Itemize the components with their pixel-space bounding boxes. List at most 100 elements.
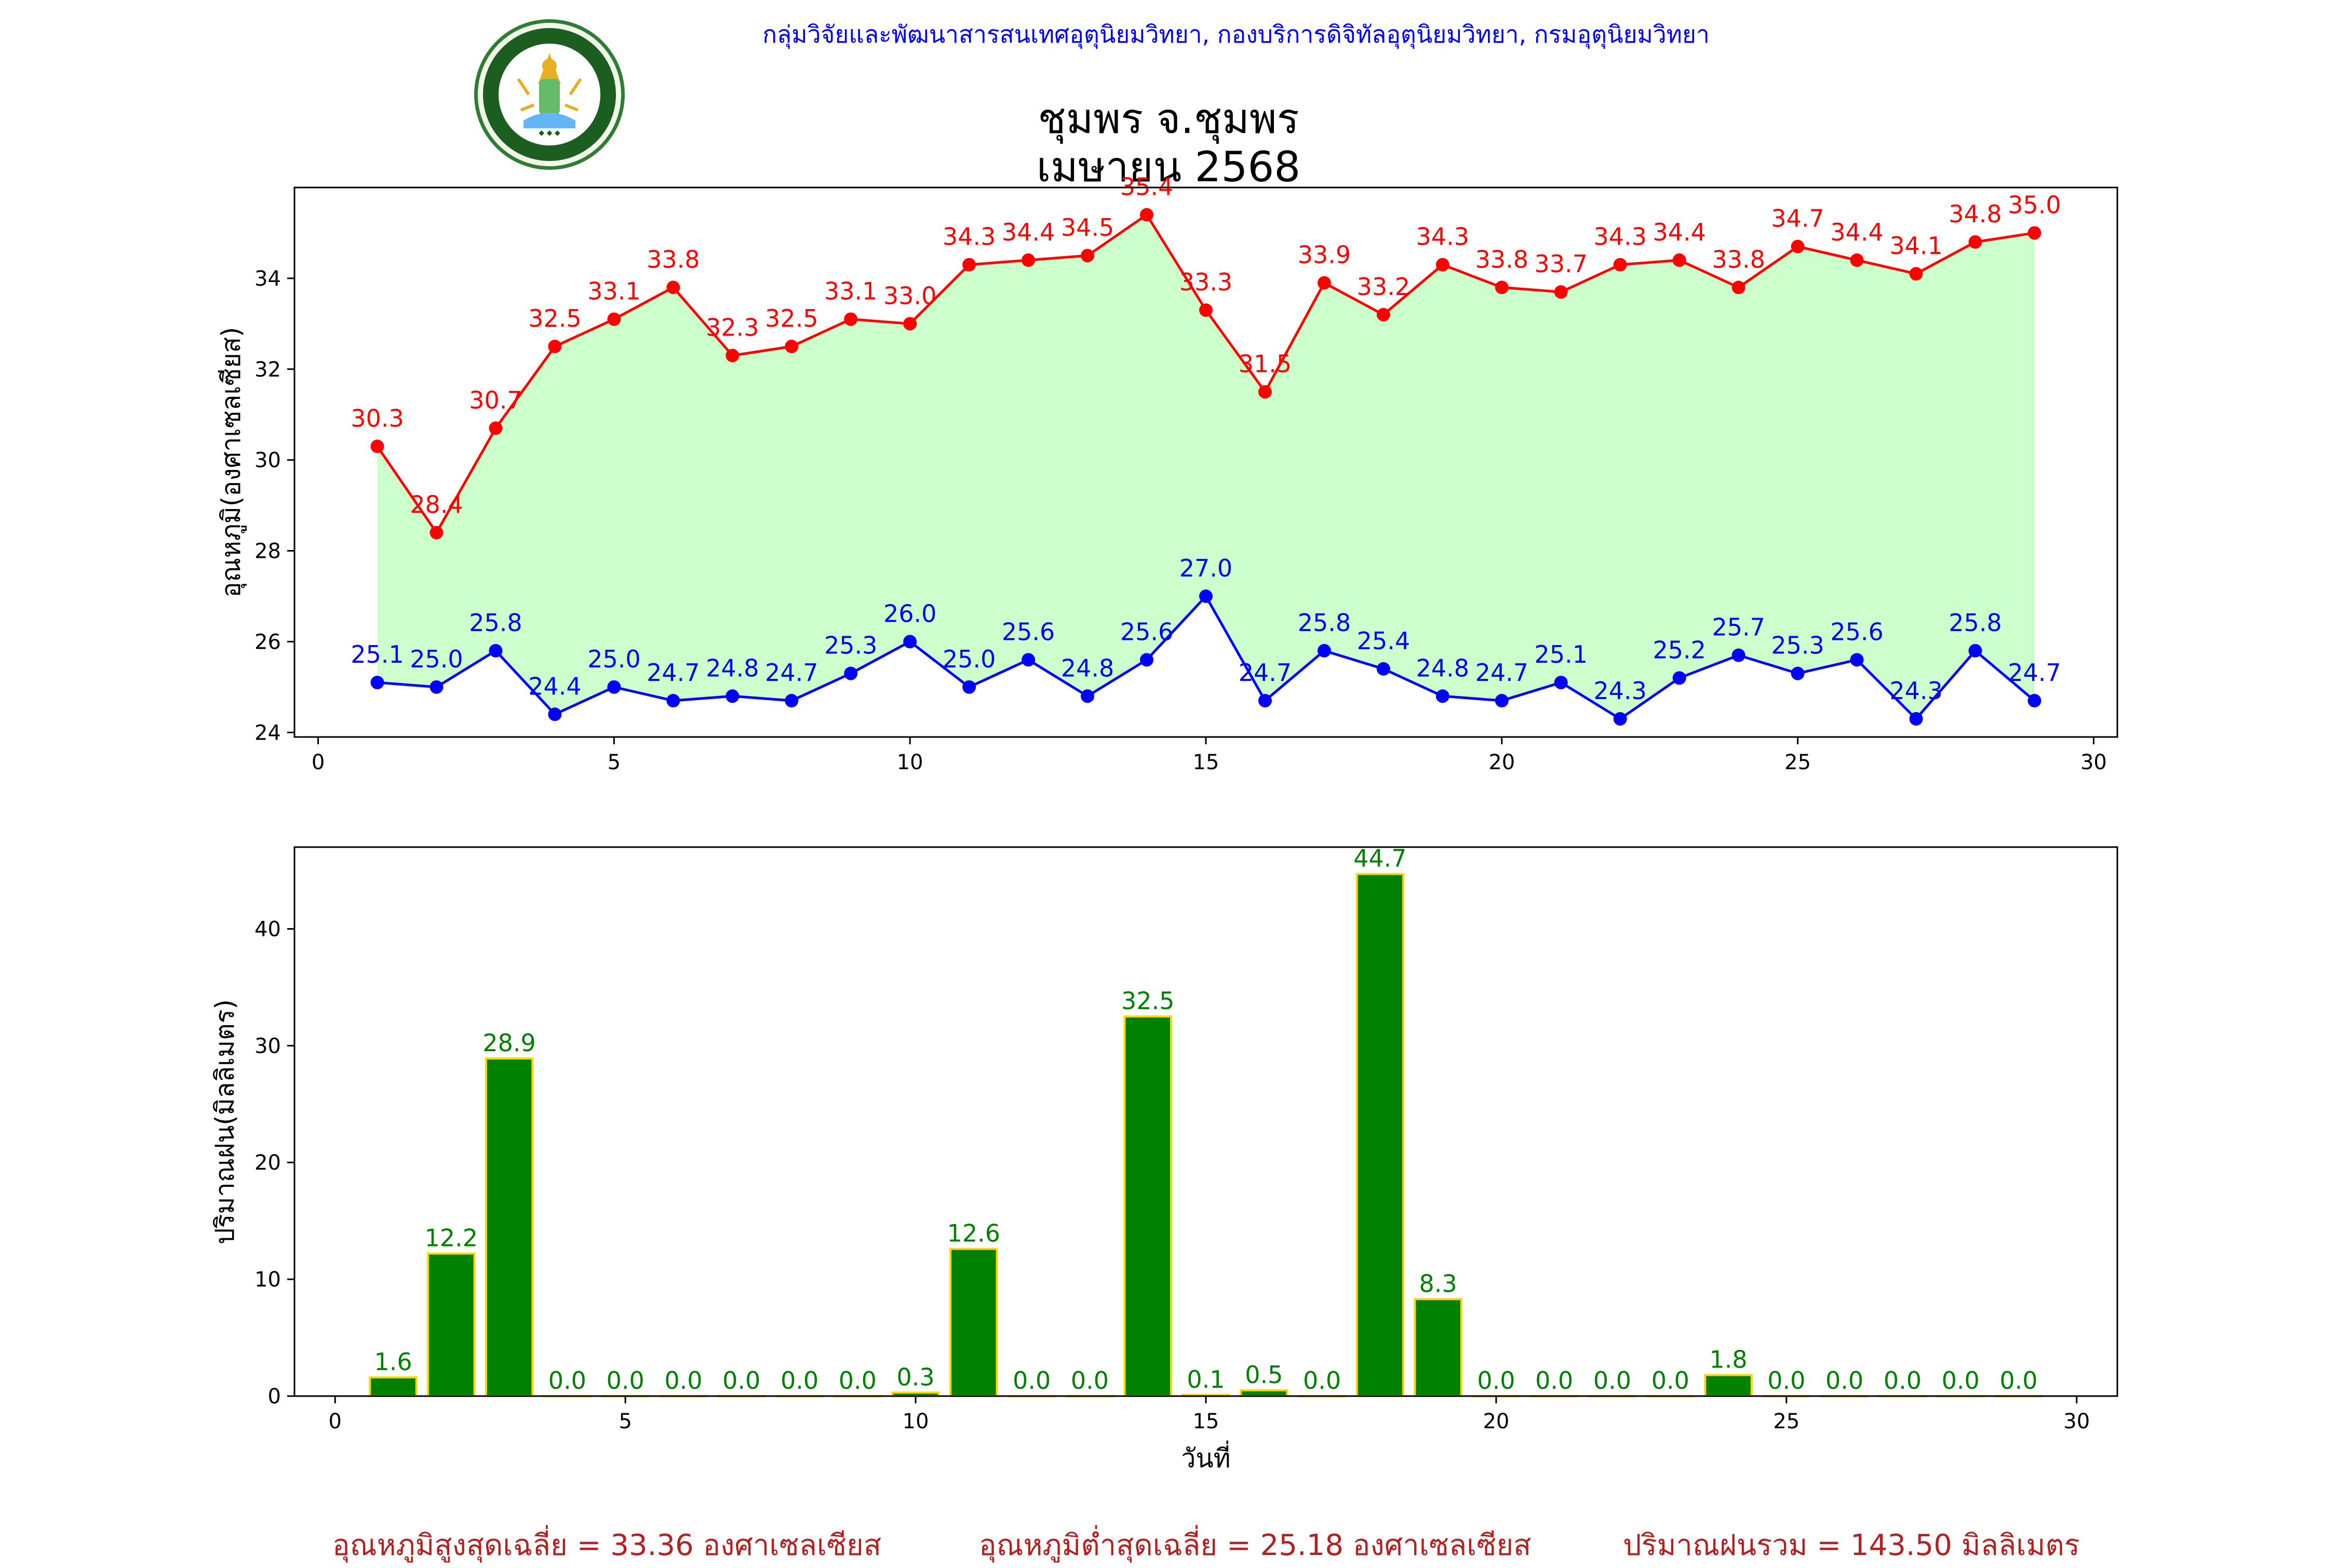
max-temperature-point: [1968, 235, 1982, 249]
rainfall-data-label: 12.6: [947, 1219, 1000, 1248]
min-temperature-data-label: 24.7: [1239, 659, 1292, 687]
max-temperature-point: [785, 340, 799, 354]
rainfall-data-label: 0.0: [1303, 1366, 1341, 1395]
max-temperature-point: [1081, 249, 1095, 263]
footer-average-max-temp: อุณหภูมิสูงสุดเฉลี่ย = 33.36 องศาเซลเซีย…: [332, 1529, 882, 1562]
rainfall-chart: 1.6 12.2 28.9 0.0 0.0 0.0 0.0 0.0 0.0 0.3 12.6 0.0 0…: [210, 845, 2118, 1473]
max-temperature-point: [1613, 258, 1627, 272]
min-temperature-point: [1022, 653, 1036, 667]
max-temperature-data-label: 35.0: [2008, 191, 2061, 219]
min-temperature-point: [785, 694, 799, 708]
rainfall-data-label: 0.1: [1187, 1365, 1225, 1393]
min-temperature-data-label: 25.0: [410, 645, 463, 673]
max-temperature-point: [1376, 307, 1390, 321]
min-temperature-point: [1731, 648, 1745, 662]
min-temperature-data-label: 25.0: [943, 645, 996, 673]
rainfall-data-label: 28.9: [482, 1029, 535, 1057]
rainfall-data-label: 0.0: [1651, 1366, 1689, 1395]
rainfall-plot-frame: [293, 846, 2118, 1397]
max-temperature-data-label: 33.2: [1357, 273, 1410, 301]
min-temperature-data-label: 24.4: [528, 672, 581, 700]
rainfall-bar: [1414, 1298, 1462, 1398]
rainfall-y-tick-label: 40: [254, 917, 281, 941]
max-temperature-point: [607, 312, 621, 326]
min-temperature-data-label: 24.7: [1475, 659, 1528, 687]
min-temperature-data-label: 24.7: [647, 659, 700, 687]
rainfall-x-tick-label: 25: [1773, 1410, 1799, 1433]
rainfall-data-label: 0.0: [1942, 1366, 1980, 1395]
max-temperature-data-label: 34.4: [1830, 218, 1883, 246]
min-temperature-point: [1376, 662, 1390, 676]
min-temperature-point: [548, 707, 562, 721]
min-temperature-point: [1081, 689, 1095, 703]
max-temperature-point: [1791, 239, 1805, 253]
min-temperature-data-label: 25.8: [1298, 609, 1351, 637]
rainfall-bar: [949, 1248, 998, 1397]
rainfall-bar: [1123, 1015, 1172, 1397]
temperature-x-tick-label: 15: [1193, 751, 1219, 774]
max-temperature-data-label: 33.8: [1712, 245, 1765, 273]
max-temperature-data-label: 30.7: [469, 386, 522, 414]
rainfall-bar: [427, 1252, 476, 1398]
footer-average-min-temp: อุณหภูมิต่ำสุดเฉลี่ย = 25.18 องศาเซลเซีย…: [979, 1529, 1532, 1562]
max-temperature-data-label: 33.0: [883, 282, 936, 310]
max-temperature-point: [1850, 253, 1864, 267]
rainfall-data-label: 0.0: [1884, 1366, 1922, 1395]
rainfall-data-label: 32.5: [1121, 987, 1174, 1015]
rainfall-data-label: 0.3: [897, 1363, 935, 1391]
rainfall-y-tick-label: 30: [254, 1034, 281, 1058]
max-temperature-data-label: 32.3: [706, 314, 759, 342]
min-temperature-data-label: 24.8: [1416, 654, 1469, 682]
rainfall-bar: [485, 1057, 534, 1398]
temperature-x-tick-label: 25: [1784, 751, 1811, 774]
temperature-range-fill: [377, 215, 2035, 719]
min-temperature-point: [962, 680, 976, 694]
max-temperature-data-label: 30.3: [351, 404, 404, 432]
rainfall-data-label: 0.0: [607, 1366, 644, 1395]
min-temperature-data-label: 25.1: [1535, 640, 1588, 668]
max-temperature-data-label: 34.7: [1771, 205, 1824, 233]
rainfall-data-label: 0.0: [548, 1366, 586, 1395]
rainfall-y-tick-label: 10: [254, 1268, 281, 1292]
rainfall-x-tick-label: 0: [329, 1410, 342, 1433]
min-temperature-point: [1791, 666, 1805, 680]
temperature-y-tick-label: 30: [254, 449, 281, 473]
min-temperature-data-label: 25.6: [1002, 618, 1055, 646]
max-temperature-point: [1140, 208, 1154, 222]
rainfall-bar: [1240, 1389, 1288, 1398]
min-temperature-data-label: 25.0: [587, 645, 640, 673]
min-temperature-data-label: 25.3: [824, 632, 877, 660]
min-temperature-point: [1909, 712, 1923, 726]
meteorological-department-logo: ◆ ◆ ◆: [474, 19, 625, 170]
rainfall-x-tick-label: 20: [1483, 1410, 1509, 1433]
max-temperature-data-label: 32.5: [765, 304, 818, 332]
max-temperature-data-label: 31.5: [1239, 350, 1292, 378]
max-temperature-point: [1554, 285, 1568, 299]
max-temperature-data-label: 34.4: [1002, 218, 1055, 246]
min-temperature-point: [1613, 712, 1627, 726]
min-temperature-point: [1258, 694, 1272, 708]
min-temperature-point: [1672, 671, 1686, 685]
rainfall-x-tick-label: 10: [903, 1410, 929, 1433]
rainfall-bar: [369, 1376, 418, 1398]
min-temperature-data-label: 25.3: [1771, 632, 1824, 660]
max-temperature-point: [1199, 303, 1213, 317]
rainfall-data-label: 0.0: [1825, 1366, 1863, 1395]
min-temperature-data-label: 25.6: [1830, 618, 1883, 646]
max-temperature-point: [903, 317, 917, 331]
max-temperature-data-label: 33.1: [824, 277, 877, 305]
min-temperature-point: [1199, 589, 1213, 603]
rainfall-bar: [1355, 873, 1405, 1398]
min-temperature-point: [607, 680, 621, 694]
min-temperature-point: [370, 676, 384, 690]
rainfall-data-label: 0.0: [722, 1366, 760, 1395]
min-temperature-point: [1554, 676, 1568, 690]
temperature-x-tick-label: 10: [897, 751, 923, 774]
min-temperature-point: [2027, 694, 2041, 708]
min-temperature-point: [1140, 653, 1154, 667]
min-temperature-data-label: 24.8: [706, 654, 759, 682]
max-temperature-data-label: 34.8: [1949, 200, 2002, 228]
svg-text:◆ ◆ ◆: ◆ ◆ ◆: [539, 129, 560, 137]
max-temperature-data-label: 33.3: [1179, 268, 1232, 296]
